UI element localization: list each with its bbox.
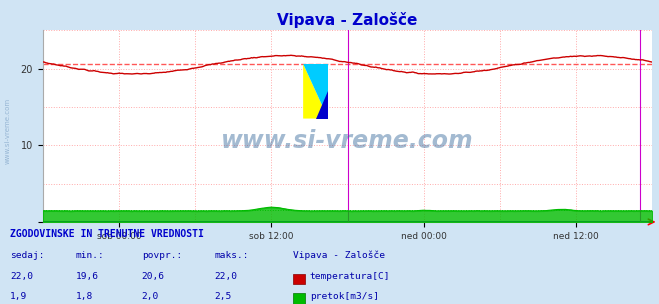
Bar [293, 274, 305, 284]
Text: 22,0: 22,0 [214, 272, 237, 281]
Text: 2,0: 2,0 [142, 292, 159, 302]
Text: min.:: min.: [76, 251, 105, 261]
Text: povpr.:: povpr.: [142, 251, 182, 261]
Polygon shape [316, 91, 328, 119]
Text: 19,6: 19,6 [76, 272, 99, 281]
Text: www.si-vreme.com: www.si-vreme.com [221, 130, 474, 154]
Bar [293, 293, 305, 304]
Text: temperatura[C]: temperatura[C] [310, 272, 390, 281]
Text: maks.:: maks.: [214, 251, 248, 261]
Text: 1,8: 1,8 [76, 292, 93, 302]
Text: www.si-vreme.com: www.si-vreme.com [5, 98, 11, 164]
Text: 20,6: 20,6 [142, 272, 165, 281]
Text: 1,9: 1,9 [10, 292, 27, 302]
Text: ZGODOVINSKE IN TRENUTNE VREDNOSTI: ZGODOVINSKE IN TRENUTNE VREDNOSTI [10, 229, 204, 239]
Text: Vipava - Zalošče: Vipava - Zalošče [293, 251, 386, 261]
Text: 2,5: 2,5 [214, 292, 231, 302]
Polygon shape [303, 64, 328, 119]
Text: pretok[m3/s]: pretok[m3/s] [310, 292, 379, 302]
Title: Vipava - Zalošče: Vipava - Zalošče [277, 12, 418, 28]
Text: 22,0: 22,0 [10, 272, 33, 281]
Polygon shape [303, 64, 328, 119]
Text: sedaj:: sedaj: [10, 251, 44, 261]
